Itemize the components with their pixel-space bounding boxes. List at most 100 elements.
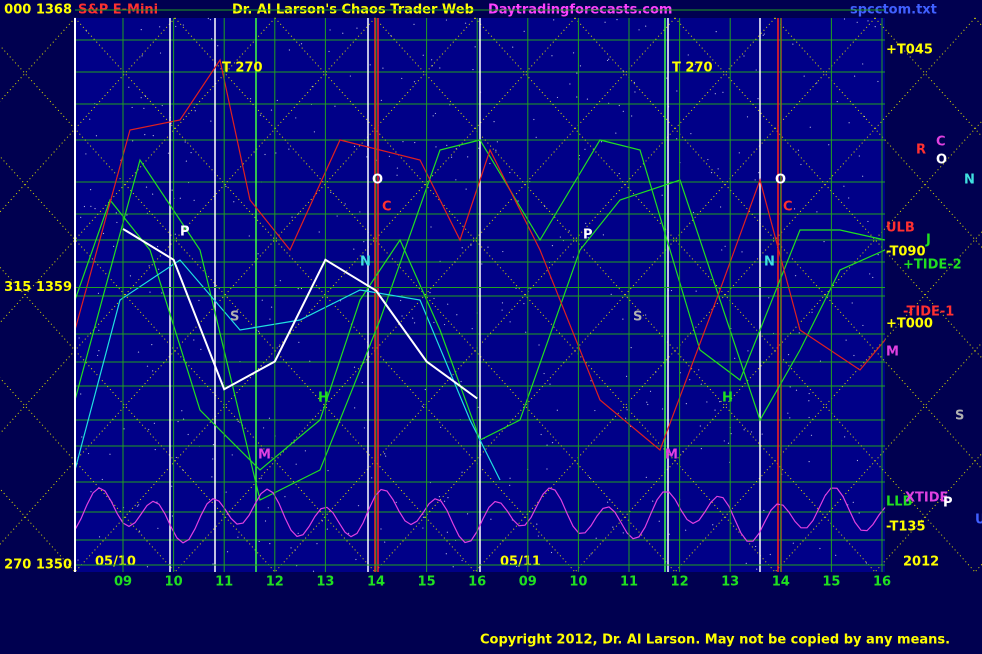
star: [148, 265, 150, 267]
x-tick-label: 11: [215, 575, 233, 590]
star: [145, 186, 148, 188]
star: [212, 563, 214, 565]
star: [792, 43, 794, 45]
star: [98, 329, 100, 331]
x-tick-label: 13: [316, 575, 334, 590]
star: [83, 205, 86, 208]
star: [797, 149, 800, 151]
star: [512, 46, 514, 48]
star: [551, 55, 553, 57]
star: [645, 314, 647, 316]
star: [509, 171, 511, 174]
star: [828, 144, 830, 146]
star: [334, 105, 336, 107]
star: [138, 504, 140, 506]
star: [304, 450, 306, 452]
diagonal: [574, 17, 982, 470]
year-label: 2012: [903, 555, 939, 570]
star: [179, 197, 181, 199]
star: [546, 444, 548, 446]
star: [258, 330, 260, 332]
diagonal: [0, 44, 476, 573]
star: [509, 484, 511, 486]
star: [137, 351, 140, 353]
star: [211, 476, 213, 478]
star: [647, 403, 649, 406]
star: [193, 339, 195, 341]
star: [750, 431, 753, 433]
star: [658, 520, 660, 522]
star: [353, 366, 356, 368]
annotation: T 270: [672, 61, 713, 76]
star: [523, 302, 525, 305]
star: [395, 501, 397, 504]
star: [843, 18, 846, 20]
annotation: T 270: [222, 61, 263, 76]
star: [261, 299, 263, 301]
star: [763, 33, 765, 35]
annotation: H: [318, 391, 329, 406]
star: [200, 348, 202, 351]
star: [438, 496, 441, 498]
star: [661, 408, 664, 410]
star: [816, 82, 818, 84]
star: [584, 148, 586, 150]
star: [158, 268, 160, 270]
star: [710, 171, 713, 174]
x-tick-label: 14: [367, 575, 385, 590]
star: [756, 568, 758, 570]
star: [706, 401, 708, 403]
star: [237, 420, 239, 422]
star: [336, 215, 338, 217]
x-tick-label: 10: [165, 575, 183, 590]
star: [152, 370, 154, 372]
star: [743, 429, 745, 431]
star: [569, 83, 571, 85]
star: [156, 501, 158, 503]
star: [400, 299, 402, 302]
star: [140, 29, 142, 31]
star: [553, 19, 555, 21]
star: [535, 136, 537, 138]
annotation: C: [382, 200, 392, 215]
star: [755, 69, 757, 71]
star: [687, 54, 689, 56]
star: [862, 175, 864, 177]
star: [354, 407, 356, 409]
star: [707, 158, 709, 161]
star: [836, 100, 838, 103]
star: [361, 382, 363, 384]
star: [175, 25, 177, 28]
star: [159, 26, 161, 28]
star: [402, 141, 404, 143]
star: [424, 388, 426, 391]
star: [803, 75, 805, 77]
star: [434, 112, 437, 115]
star: [699, 425, 701, 427]
star: [401, 315, 403, 317]
star: [471, 328, 473, 330]
star: [550, 551, 553, 554]
annotation: N: [360, 255, 371, 270]
star: [845, 339, 847, 341]
star: [694, 63, 696, 65]
star: [572, 256, 574, 258]
star: [668, 533, 670, 535]
star: [181, 410, 183, 412]
star: [371, 477, 373, 479]
diagonal: [774, 17, 982, 249]
star: [349, 75, 351, 77]
star: [646, 401, 648, 403]
y-tick-label: 270 1350: [4, 558, 72, 573]
star: [109, 453, 111, 455]
star: [755, 545, 757, 548]
star: [182, 24, 184, 26]
star: [443, 500, 446, 502]
x-tick-label: 15: [822, 575, 840, 590]
star: [77, 559, 79, 561]
star: [182, 418, 185, 420]
star: [578, 154, 580, 157]
star: [461, 247, 463, 249]
diagonal: [0, 17, 476, 546]
annotation: O: [936, 153, 947, 168]
